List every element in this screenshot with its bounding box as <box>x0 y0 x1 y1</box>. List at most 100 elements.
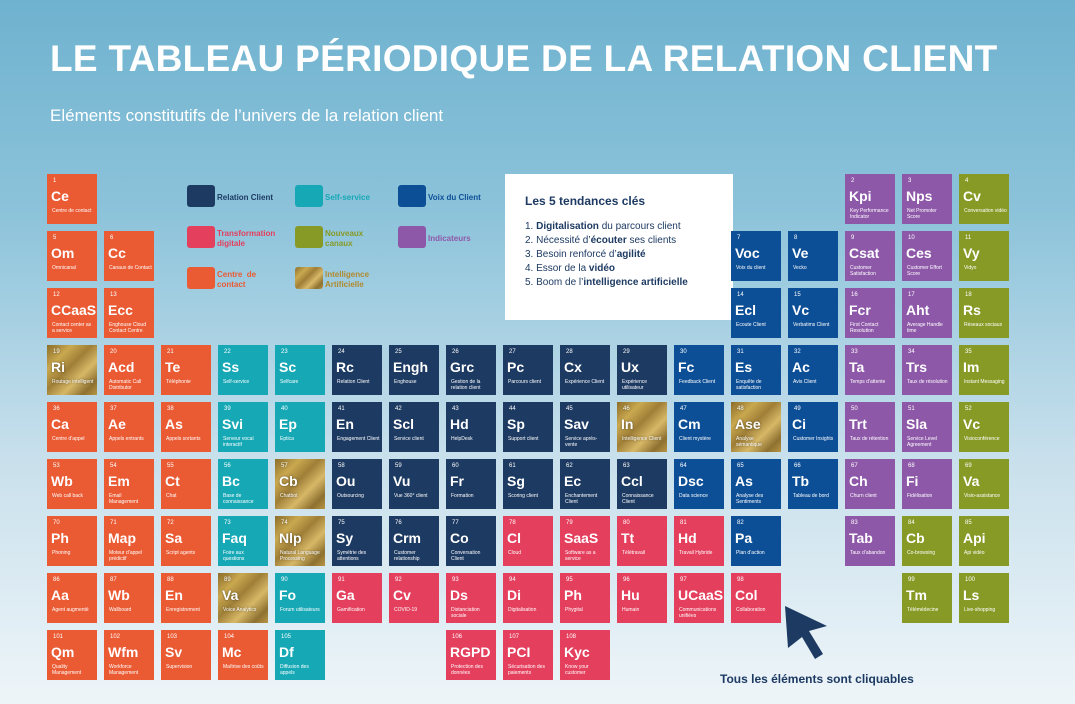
element-cv[interactable]: 92 Cv COVID-19 <box>389 573 439 623</box>
element-in[interactable]: 46 In Intelligence Client <box>617 402 667 452</box>
element-saas[interactable]: 79 SaaS Software as a service <box>560 516 610 566</box>
element-rs[interactable]: 18 Rs Réseaux sociaux <box>959 288 1009 338</box>
element-im[interactable]: 35 Im Instant Messaging <box>959 345 1009 395</box>
element-ou[interactable]: 58 Ou Outsourcing <box>332 459 382 509</box>
element-ccl[interactable]: 63 Ccl Connaissance Client <box>617 459 667 509</box>
element-hu[interactable]: 96 Hu Humain <box>617 573 667 623</box>
element-ae[interactable]: 37 Ae Appels entrants <box>104 402 154 452</box>
element-ep[interactable]: 40 Ep Eptica <box>275 402 325 452</box>
element-rc[interactable]: 24 Rc Relation Client <box>332 345 382 395</box>
element-col[interactable]: 98 Col Collaboration <box>731 573 781 623</box>
element-va[interactable]: 89 Va Voice Analytics <box>218 573 268 623</box>
element-ac[interactable]: 32 Ac Avis Client <box>788 345 838 395</box>
element-hd[interactable]: 43 Hd HelpDesk <box>446 402 496 452</box>
element-rgpd[interactable]: 106 RGPD Protection des données <box>446 630 496 680</box>
element-dsc[interactable]: 64 Dsc Data science <box>674 459 724 509</box>
element-cl[interactable]: 78 Cl Cloud <box>503 516 553 566</box>
element-vc[interactable]: 15 Vc Verbatims Client <box>788 288 838 338</box>
element-va[interactable]: 69 Va Visio-assistance <box>959 459 1009 509</box>
element-sav[interactable]: 45 Sav Service après-vente <box>560 402 610 452</box>
element-ca[interactable]: 36 Ca Centre d’appel <box>47 402 97 452</box>
element-sg[interactable]: 61 Sg Scoring client <box>503 459 553 509</box>
element-pc[interactable]: 27 Pc Parcours client <box>503 345 553 395</box>
element-fo[interactable]: 90 Fo Forum utilisateurs <box>275 573 325 623</box>
element-cb[interactable]: 57 Cb Chatbot <box>275 459 325 509</box>
element-vu[interactable]: 59 Vu Vue 360° client <box>389 459 439 509</box>
element-trs[interactable]: 34 Trs Taux de résolution <box>902 345 952 395</box>
element-sy[interactable]: 75 Sy Symétrie des attentions <box>332 516 382 566</box>
element-cx[interactable]: 28 Cx Expérience Client <box>560 345 610 395</box>
element-ec[interactable]: 62 Ec Enchantement Client <box>560 459 610 509</box>
element-sla[interactable]: 51 Sla Service Level Agreement <box>902 402 952 452</box>
element-fi[interactable]: 68 Fi Fidélisation <box>902 459 952 509</box>
element-sa[interactable]: 72 Sa Script agents <box>161 516 211 566</box>
element-ch[interactable]: 67 Ch Churn client <box>845 459 895 509</box>
element-ds[interactable]: 93 Ds Distanciation sociale <box>446 573 496 623</box>
element-cv[interactable]: 4 Cv Conversation vidéo <box>959 174 1009 224</box>
element-om[interactable]: 5 Om Omnicanal <box>47 231 97 281</box>
element-aa[interactable]: 86 Aa Agent augmenté <box>47 573 97 623</box>
element-fcr[interactable]: 16 Fcr First Contact Resolution <box>845 288 895 338</box>
element-di[interactable]: 94 Di Digitalisation <box>503 573 553 623</box>
element-qm[interactable]: 101 Qm Quality Management <box>47 630 97 680</box>
element-ss[interactable]: 22 Ss Self-service <box>218 345 268 395</box>
element-vc[interactable]: 52 Vc Visioconférence <box>959 402 1009 452</box>
element-em[interactable]: 54 Em Email Management <box>104 459 154 509</box>
element-wb[interactable]: 53 Wb Web call back <box>47 459 97 509</box>
element-mc[interactable]: 104 Mc Maîtrise des coûts <box>218 630 268 680</box>
element-nps[interactable]: 3 Nps Net Promoter Score <box>902 174 952 224</box>
element-kyc[interactable]: 108 Kyc Know your customer <box>560 630 610 680</box>
element-tm[interactable]: 99 Tm Télémédecine <box>902 573 952 623</box>
element-csat[interactable]: 9 Csat Customer Satisfaction <box>845 231 895 281</box>
element-ci[interactable]: 49 Ci Customer Insights <box>788 402 838 452</box>
element-grc[interactable]: 26 Grc Gestion de la relation client <box>446 345 496 395</box>
element-tab[interactable]: 83 Tab Taux d’abandon <box>845 516 895 566</box>
element-ux[interactable]: 29 Ux Expérience utilisateur <box>617 345 667 395</box>
element-acd[interactable]: 20 Acd Automatic Call Distributor <box>104 345 154 395</box>
element-te[interactable]: 21 Te Téléphonie <box>161 345 211 395</box>
element-ucaas[interactable]: 97 UCaaS Communications unifiées <box>674 573 724 623</box>
element-pci[interactable]: 107 PCI Sécurisation des paiements <box>503 630 553 680</box>
element-wfm[interactable]: 102 Wfm Workforce Management <box>104 630 154 680</box>
element-kpi[interactable]: 2 Kpi Key Performance Indicator <box>845 174 895 224</box>
element-api[interactable]: 85 Api Api vidéo <box>959 516 1009 566</box>
element-hd[interactable]: 81 Hd Travail Hybride <box>674 516 724 566</box>
element-pa[interactable]: 82 Pa Plan d’action <box>731 516 781 566</box>
element-cb[interactable]: 84 Cb Co-browsing <box>902 516 952 566</box>
element-fc[interactable]: 30 Fc Feedback Client <box>674 345 724 395</box>
element-tb[interactable]: 66 Tb Tableau de bord <box>788 459 838 509</box>
element-bc[interactable]: 56 Bc Base de connaissance <box>218 459 268 509</box>
element-engh[interactable]: 25 Engh Enghouse <box>389 345 439 395</box>
element-nlp[interactable]: 74 Nlp Natural Language Processing <box>275 516 325 566</box>
element-en[interactable]: 41 En Engagement Client <box>332 402 382 452</box>
element-cm[interactable]: 47 Cm Client mystère <box>674 402 724 452</box>
element-ase[interactable]: 48 Ase Analyse sémantique <box>731 402 781 452</box>
element-wb[interactable]: 87 Wb Wallboard <box>104 573 154 623</box>
element-trt[interactable]: 50 Trt Taux de rétention <box>845 402 895 452</box>
element-vy[interactable]: 11 Vy Vidyo <box>959 231 1009 281</box>
element-tt[interactable]: 80 Tt Télétravail <box>617 516 667 566</box>
element-sv[interactable]: 103 Sv Supervision <box>161 630 211 680</box>
element-df[interactable]: 105 Df Diffusion des appels <box>275 630 325 680</box>
element-as[interactable]: 38 As Appels sortants <box>161 402 211 452</box>
element-svi[interactable]: 39 Svi Serveur vocal interactif <box>218 402 268 452</box>
element-sp[interactable]: 44 Sp Support client <box>503 402 553 452</box>
element-ct[interactable]: 55 Ct Chat <box>161 459 211 509</box>
element-ph[interactable]: 70 Ph Phoning <box>47 516 97 566</box>
element-faq[interactable]: 73 Faq Foire aux questions <box>218 516 268 566</box>
element-sc[interactable]: 23 Sc Selfcare <box>275 345 325 395</box>
element-scl[interactable]: 42 Scl Service client <box>389 402 439 452</box>
element-ls[interactable]: 100 Ls Live-shopping <box>959 573 1009 623</box>
element-ecl[interactable]: 14 Ecl Ecoute Client <box>731 288 781 338</box>
element-es[interactable]: 31 Es Enquête de satisfaction <box>731 345 781 395</box>
element-ce[interactable]: 1 Ce Centre de contact <box>47 174 97 224</box>
element-aht[interactable]: 17 Aht Average Handle time <box>902 288 952 338</box>
element-as[interactable]: 65 As Analyse des Sentiments <box>731 459 781 509</box>
element-en[interactable]: 88 En Enregistrement <box>161 573 211 623</box>
element-ri[interactable]: 19 Ri Routage intelligent <box>47 345 97 395</box>
element-cc[interactable]: 6 Cc Canaux de Contact <box>104 231 154 281</box>
element-voc[interactable]: 7 Voc Voix du client <box>731 231 781 281</box>
element-ta[interactable]: 33 Ta Temps d’attente <box>845 345 895 395</box>
element-co[interactable]: 77 Co Conversation Client <box>446 516 496 566</box>
element-ga[interactable]: 91 Ga Gamification <box>332 573 382 623</box>
